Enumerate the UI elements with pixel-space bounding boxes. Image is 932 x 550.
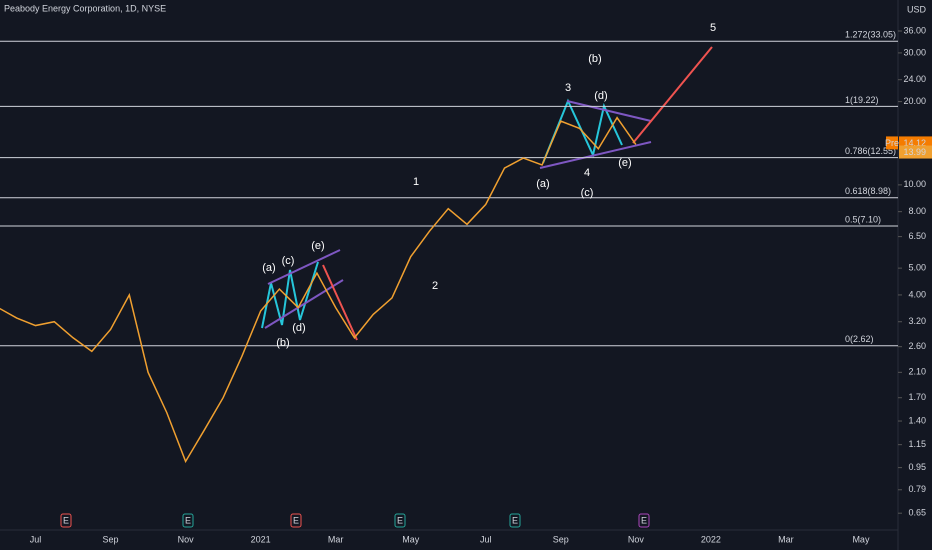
- x-tick-label: May: [852, 534, 870, 544]
- wave-label: (e): [618, 157, 631, 169]
- level-label: 0.5(7.10): [845, 214, 881, 224]
- pre-label: Pre: [885, 138, 899, 148]
- event-icon: [60, 513, 72, 528]
- event-icon: [509, 513, 521, 528]
- wave-label: (e): [311, 240, 324, 252]
- y-tick-label: 2.10: [908, 367, 926, 377]
- drawings: [261, 46, 713, 341]
- currency: USD: [907, 4, 927, 14]
- price-line: [0, 116, 637, 464]
- event-icon: [290, 513, 302, 528]
- wave-label: (b): [276, 337, 289, 349]
- wave-label: 1: [413, 176, 419, 188]
- event-label: E: [397, 515, 403, 525]
- last-price-box: [899, 145, 932, 159]
- pre-price: 14.12: [903, 138, 926, 148]
- event-icon: [638, 513, 650, 528]
- event-label: E: [641, 515, 647, 525]
- level-label: 0.618(8.98): [845, 186, 891, 196]
- wave-label: (c): [282, 255, 295, 267]
- projection-line: [322, 264, 358, 341]
- event-label: E: [63, 515, 69, 525]
- chart-title: Peabody Energy Corporation, 1D, NYSE: [4, 3, 166, 13]
- wave-label: (d): [594, 90, 607, 102]
- event-label: E: [512, 515, 518, 525]
- y-tick-label: 1.15: [908, 439, 926, 449]
- y-tick-label: 8.00: [908, 206, 926, 216]
- wave-label: (a): [536, 178, 549, 190]
- wave-label: (c): [581, 187, 594, 199]
- trend-line: [539, 141, 652, 169]
- y-tick-label: 36.00: [903, 25, 926, 35]
- y-tick-label: 1.70: [908, 392, 926, 402]
- wave-label: (b): [588, 53, 601, 65]
- y-tick-label: 5.00: [908, 263, 926, 273]
- y-tick-label: 2.60: [908, 341, 926, 351]
- y-tick-label: 3.20: [908, 316, 926, 326]
- projection-line: [632, 46, 713, 144]
- x-tick-label: Sep: [553, 534, 569, 544]
- level-label: 0.786(12.55): [845, 146, 896, 156]
- level-label: 1.272(33.05): [845, 30, 896, 40]
- wave-label: 5: [710, 22, 716, 34]
- x-tick-label: 2021: [251, 534, 271, 544]
- x-tick-label: Sep: [103, 534, 119, 544]
- wave-label: (a): [262, 262, 275, 274]
- y-tick-label: 1.40: [908, 415, 926, 425]
- trend-line: [264, 279, 344, 329]
- x-tick-label: Mar: [328, 534, 344, 544]
- y-tick-label: 24.00: [903, 74, 926, 84]
- y-tick-label: 0.95: [908, 462, 926, 472]
- x-tick-label: Nov: [178, 534, 195, 544]
- event-icon: [182, 513, 194, 528]
- wave-label: (d): [292, 322, 305, 334]
- y-tick-label: 4.00: [908, 289, 926, 299]
- event-label: E: [293, 515, 299, 525]
- x-tick-label: Nov: [628, 534, 645, 544]
- y-tick-label: 6.50: [908, 231, 926, 241]
- x-tick-label: Jul: [480, 534, 492, 544]
- trend-line: [566, 100, 652, 122]
- wave-label: 3: [565, 82, 571, 94]
- x-tick-label: 2022: [701, 534, 721, 544]
- event-label: E: [185, 515, 191, 525]
- y-tick-label: 0.79: [908, 484, 926, 494]
- y-tick-label: 0.65: [908, 508, 926, 518]
- trend-line: [267, 249, 341, 285]
- event-icon: [394, 513, 406, 528]
- last-price: 13.99: [903, 147, 926, 157]
- x-tick-label: Mar: [778, 534, 794, 544]
- level-label: 1(19.22): [845, 95, 879, 105]
- wave-label: 2: [432, 280, 438, 292]
- x-tick-label: Jul: [30, 534, 42, 544]
- y-tick-label: 10.00: [903, 179, 926, 189]
- pre-label-box: [886, 136, 898, 150]
- x-tick-label: May: [402, 534, 420, 544]
- y-tick-label: 30.00: [903, 47, 926, 57]
- y-tick-label: 20.00: [903, 96, 926, 106]
- wave-line: [261, 261, 319, 329]
- wave-label: 4: [584, 167, 590, 179]
- level-label: 0(2.62): [845, 334, 874, 344]
